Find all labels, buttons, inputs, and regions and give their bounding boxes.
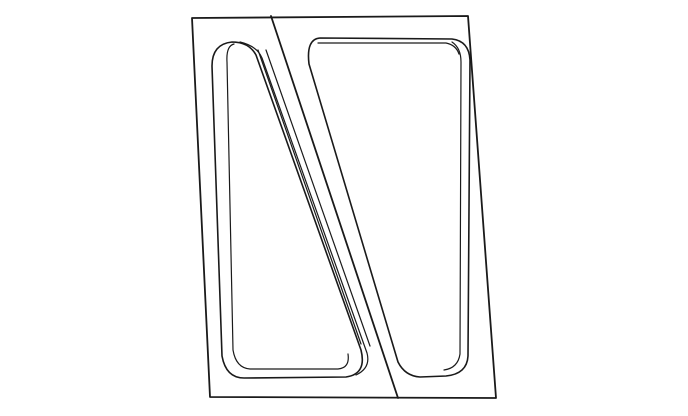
left-pocket-chamfer-edge-3 bbox=[265, 49, 371, 347]
right-pocket-outer-edge bbox=[307, 37, 471, 378]
right-pocket-fillet-edge bbox=[443, 41, 462, 371]
left-pocket-outer-edge bbox=[211, 41, 364, 379]
left-pocket-fillet-edge bbox=[226, 43, 349, 370]
plate-outline bbox=[191, 15, 497, 399]
left-pocket-chamfer-edge-2 bbox=[257, 49, 362, 345]
right-pocket-inner-edge bbox=[317, 42, 460, 55]
divider-rib-line bbox=[270, 15, 399, 399]
left-pocket-chamfer-edge-1 bbox=[239, 41, 369, 376]
